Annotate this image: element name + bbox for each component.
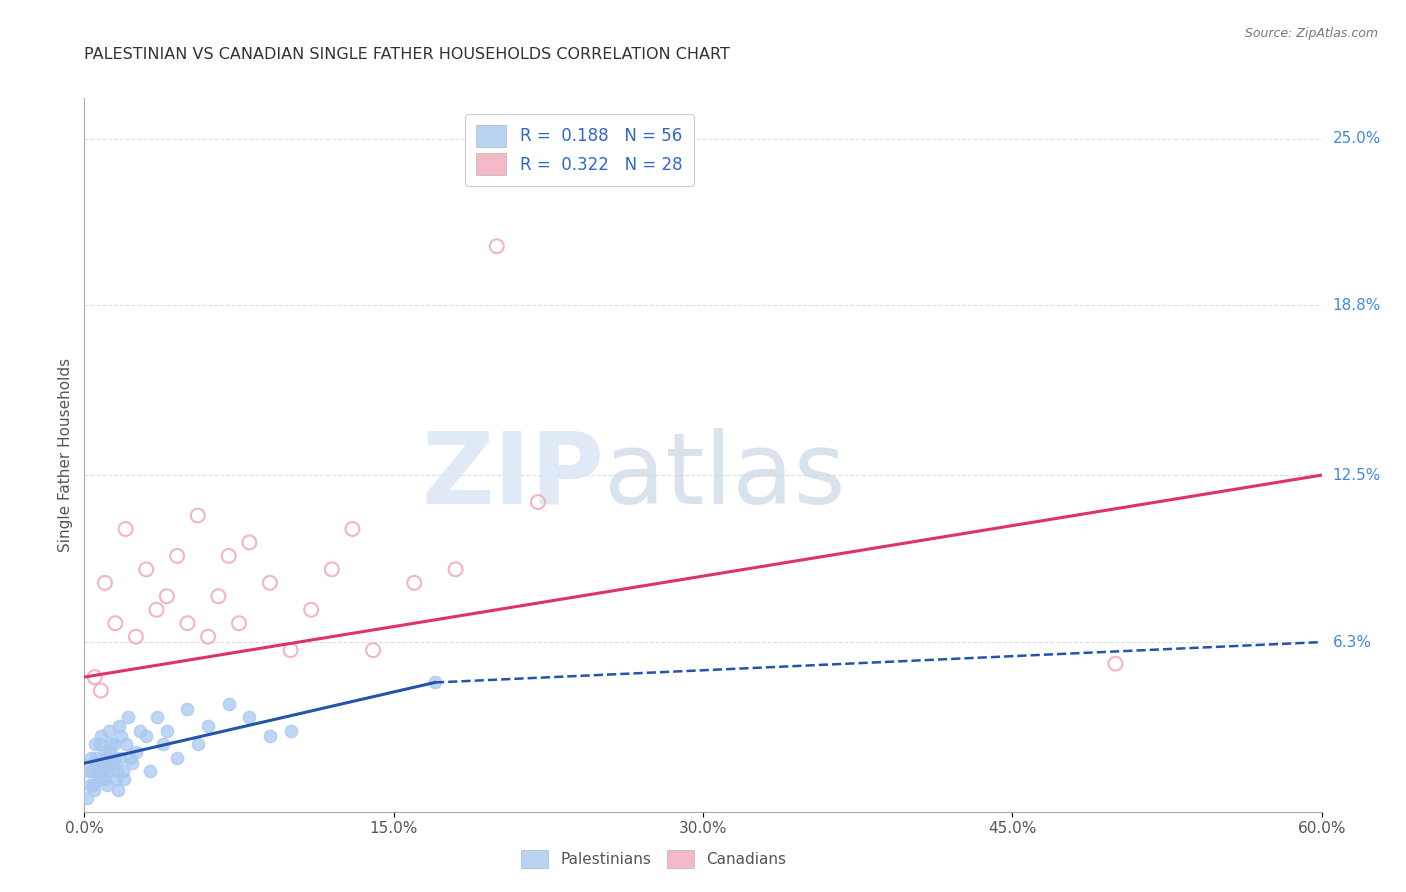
Point (218, 549, 240, 563)
Text: 25.0%: 25.0% (1333, 131, 1381, 146)
Point (259, 575, 281, 590)
Point (80, 764, 103, 779)
Point (114, 522, 136, 536)
Point (129, 723, 152, 738)
Point (108, 718, 131, 732)
Point (105, 764, 128, 779)
Point (87, 764, 110, 779)
Point (89, 738, 111, 752)
Point (82, 778, 104, 792)
Point (90, 683, 112, 698)
Point (110, 751, 132, 765)
Point (166, 751, 188, 765)
Point (207, 589, 229, 603)
Point (118, 751, 141, 765)
Point (527, 495, 550, 509)
Text: 18.8%: 18.8% (1333, 298, 1381, 313)
Point (98, 746, 121, 760)
Point (423, 675, 446, 690)
Point (135, 729, 157, 743)
Point (111, 764, 134, 779)
Point (107, 783, 129, 797)
Point (166, 549, 188, 563)
Text: PALESTINIAN VS CANADIAN SINGLE FATHER HOUSEHOLDS CORRELATION CHART: PALESTINIAN VS CANADIAN SINGLE FATHER HO… (84, 47, 730, 62)
Point (76, 791, 98, 805)
Text: ZIP: ZIP (422, 428, 605, 524)
Point (94, 575, 117, 590)
Point (125, 630, 148, 644)
Point (83, 670, 105, 684)
Point (100, 738, 122, 752)
Point (77, 764, 100, 779)
Point (125, 746, 148, 760)
Legend: Palestinians, Canadians: Palestinians, Canadians (513, 843, 794, 875)
Point (197, 718, 219, 732)
Point (91, 764, 114, 779)
Point (485, 239, 508, 253)
Y-axis label: Single Father Households: Single Father Households (58, 358, 73, 552)
Point (139, 764, 162, 779)
Point (145, 710, 167, 724)
Point (83, 738, 105, 752)
Point (110, 729, 132, 743)
Text: atlas: atlas (605, 428, 845, 524)
Point (105, 772, 128, 787)
Point (86, 756, 108, 771)
Point (117, 710, 139, 724)
Point (94, 746, 117, 760)
Point (156, 589, 179, 603)
Point (103, 738, 125, 752)
Point (90, 756, 112, 771)
Text: 12.5%: 12.5% (1333, 467, 1381, 483)
Point (90, 729, 112, 743)
Point (84, 751, 107, 765)
Point (361, 643, 384, 657)
Point (280, 643, 302, 657)
Point (87, 772, 110, 787)
Point (444, 562, 467, 576)
Point (79, 751, 101, 765)
Point (218, 697, 240, 711)
Point (176, 616, 198, 631)
Point (1104, 657, 1126, 671)
Point (238, 535, 260, 549)
Point (187, 738, 209, 752)
Point (96, 778, 118, 792)
Point (238, 710, 260, 724)
Point (112, 772, 135, 787)
Point (104, 616, 127, 631)
Point (228, 616, 250, 631)
Point (197, 630, 219, 644)
Point (121, 756, 143, 771)
Point (101, 756, 124, 771)
Point (259, 729, 281, 743)
Point (176, 702, 198, 716)
Point (321, 562, 343, 576)
Point (404, 575, 426, 590)
Point (114, 738, 136, 752)
Point (342, 522, 364, 536)
Point (299, 603, 322, 617)
Point (152, 738, 174, 752)
Point (98, 723, 121, 738)
Point (97, 764, 120, 779)
Point (104, 751, 127, 765)
Text: Source: ZipAtlas.com: Source: ZipAtlas.com (1244, 27, 1378, 40)
Point (83, 783, 105, 797)
Point (156, 723, 179, 738)
Point (145, 603, 167, 617)
Point (187, 508, 209, 523)
Point (135, 562, 157, 576)
Point (94, 751, 117, 765)
Point (103, 756, 125, 771)
Point (79, 778, 101, 792)
Point (93, 772, 115, 787)
Text: 6.3%: 6.3% (1333, 634, 1372, 649)
Point (280, 723, 302, 738)
